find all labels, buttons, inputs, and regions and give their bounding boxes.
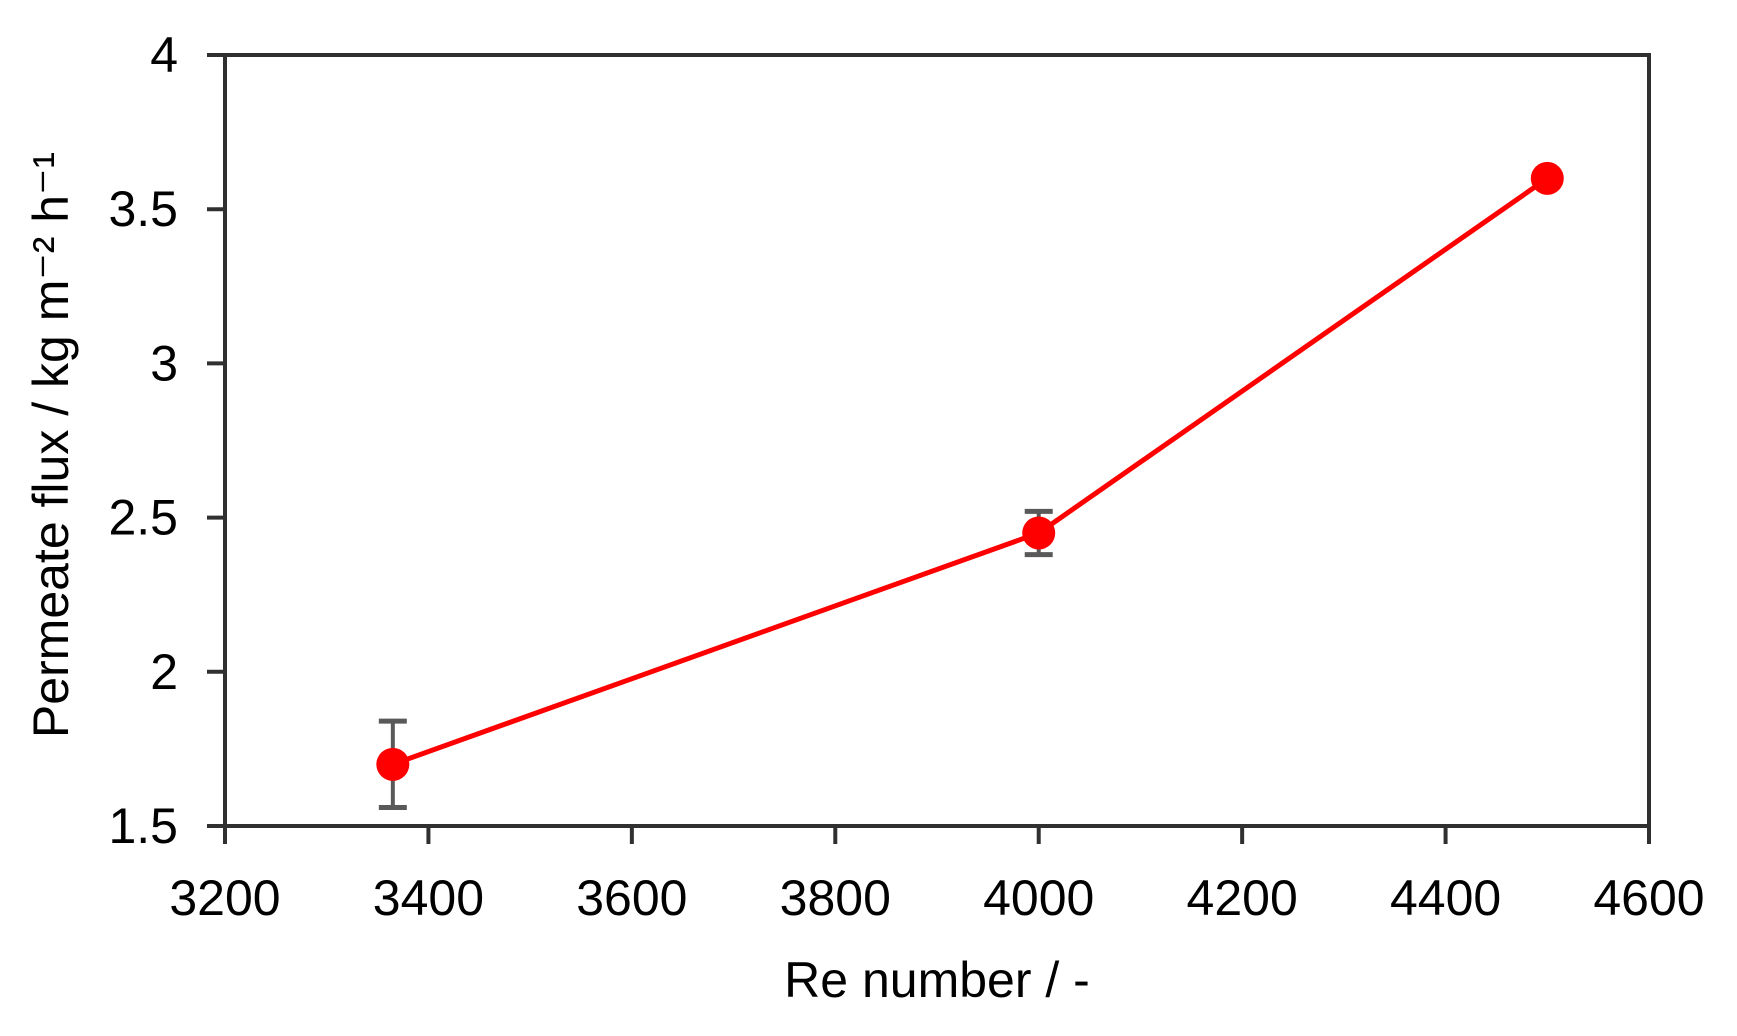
plot-frame (223, 53, 1651, 828)
x-axis-tick-label: 3200 (169, 870, 280, 926)
data-point (376, 747, 410, 781)
x-axis-tick-label: 3800 (780, 870, 891, 926)
x-axis-tick-label: 4200 (1187, 870, 1298, 926)
y-axis-tick-label: 1.5 (108, 798, 178, 854)
data-series-line (391, 176, 1549, 767)
y-axis-tick-label: 3 (150, 335, 178, 391)
x-axis-tick-label: 4600 (1593, 870, 1704, 926)
y-axis-tick-label: 3.5 (108, 181, 178, 237)
data-point (1022, 516, 1056, 550)
y-axis-tick-label: 2.5 (108, 490, 178, 546)
x-axis-title: Re number / - (784, 952, 1090, 1008)
y-axis-tick-label: 2 (150, 644, 178, 700)
x-axis-tick-label: 3400 (373, 870, 484, 926)
y-axis-title: Permeate flux / kg m⁻² h⁻¹ (23, 152, 79, 738)
data-point (1530, 161, 1564, 195)
plot-content: 3200 3400 3600 3800 4000 4200 4400 4600 1.5 2 2.5 3… (108, 27, 1704, 926)
x-axis-tick-label: 3600 (576, 870, 687, 926)
x-axis-tick-label: 4000 (983, 870, 1094, 926)
x-axis-tick-label: 4400 (1390, 870, 1501, 926)
y-axis-tick-label: 4 (150, 27, 178, 83)
